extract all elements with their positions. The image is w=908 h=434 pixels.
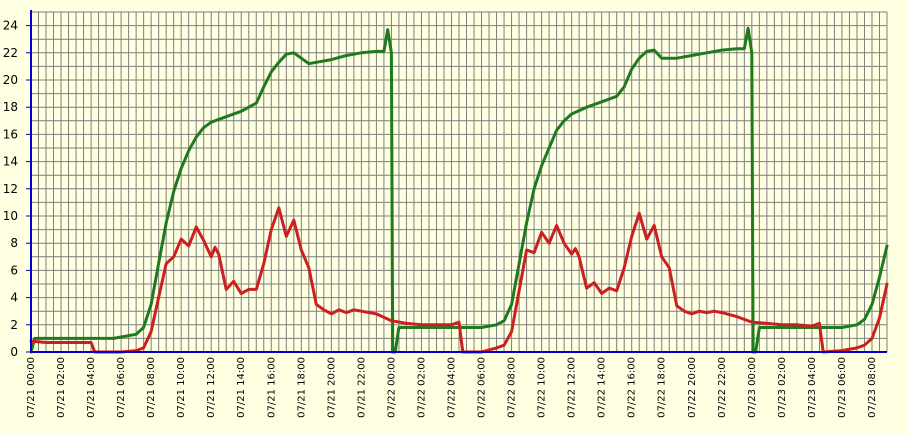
x-tick-label: 07/21 16:00 xyxy=(266,357,277,418)
y-tick-label: 12 xyxy=(3,182,18,196)
x-tick-label: 07/23 08:00 xyxy=(867,357,878,418)
x-tick-label: 07/22 20:00 xyxy=(687,357,698,418)
x-tick-label: 07/21 12:00 xyxy=(206,357,217,418)
x-tick-label: 07/21 06:00 xyxy=(116,357,127,418)
x-tick-label: 07/22 10:00 xyxy=(537,357,548,418)
x-axis-ticks: 07/21 00:00 07/21 02:00 07/21 04:00 07/21 0… xyxy=(26,357,878,418)
y-tick-label: 24 xyxy=(3,19,18,33)
x-tick-label: 07/23 02:00 xyxy=(777,357,788,418)
x-tick-label: 07/22 22:00 xyxy=(717,357,728,418)
y-tick-label: 8 xyxy=(10,236,18,250)
x-tick-label: 07/23 06:00 xyxy=(837,357,848,418)
chart-axes xyxy=(26,10,887,353)
y-tick-label: 6 xyxy=(10,263,18,277)
y-tick-label: 16 xyxy=(3,127,18,141)
x-tick-label: 07/22 06:00 xyxy=(477,357,488,418)
y-tick-label: 4 xyxy=(10,291,18,305)
x-tick-label: 07/21 22:00 xyxy=(356,357,367,418)
x-tick-label: 07/21 14:00 xyxy=(236,357,247,418)
y-tick-label: 20 xyxy=(3,73,18,87)
x-tick-label: 07/21 02:00 xyxy=(56,357,67,418)
y-tick-label: 0 xyxy=(10,345,18,359)
series-line-1 xyxy=(29,26,889,354)
x-tick-label: 07/22 18:00 xyxy=(657,357,668,418)
x-tick-label: 07/21 00:00 xyxy=(26,357,37,418)
y-tick-label: 2 xyxy=(10,318,18,332)
x-tick-label: 07/21 18:00 xyxy=(296,357,307,418)
x-tick-label: 07/21 10:00 xyxy=(176,357,187,418)
chart-grid xyxy=(30,11,888,353)
x-tick-label: 07/23 00:00 xyxy=(747,357,758,418)
y-tick-label: 18 xyxy=(3,100,18,114)
x-tick-label: 07/22 14:00 xyxy=(597,357,608,418)
y-tick-label: 22 xyxy=(3,46,18,60)
x-tick-label: 07/23 04:00 xyxy=(807,357,818,418)
x-tick-label: 07/22 16:00 xyxy=(627,357,638,418)
x-tick-label: 07/22 12:00 xyxy=(567,357,578,418)
x-tick-label: 07/22 08:00 xyxy=(507,357,518,418)
x-tick-label: 07/22 00:00 xyxy=(386,357,397,418)
x-tick-label: 07/21 08:00 xyxy=(146,357,157,418)
y-tick-label: 10 xyxy=(3,209,18,223)
x-tick-label: 07/21 20:00 xyxy=(326,357,337,418)
y-tick-label: 14 xyxy=(3,155,18,169)
x-tick-label: 07/21 04:00 xyxy=(86,357,97,418)
x-tick-label: 07/22 02:00 xyxy=(416,357,427,418)
x-tick-label: 07/22 04:00 xyxy=(446,357,457,418)
